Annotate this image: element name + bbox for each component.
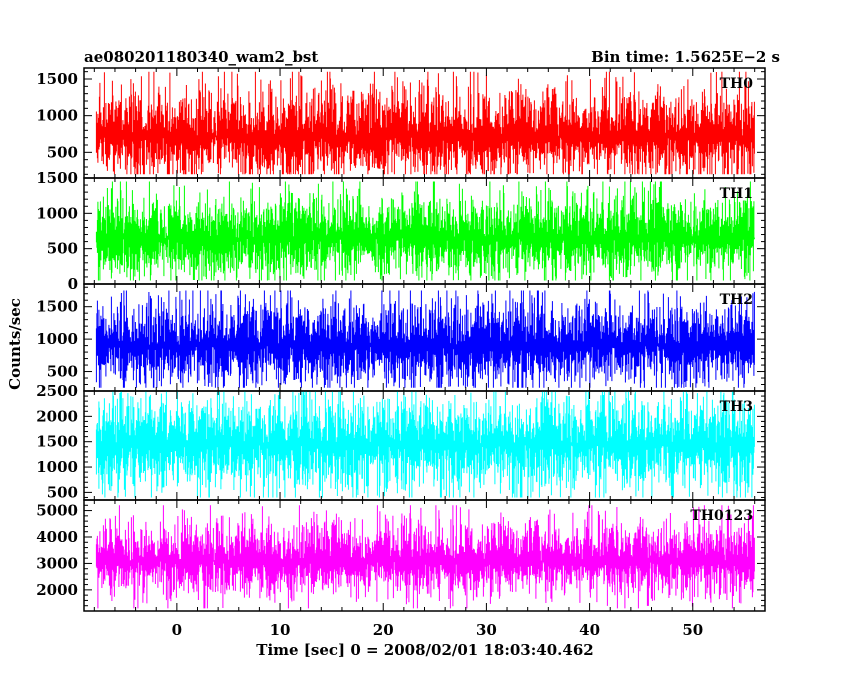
x-axis-label: Time [sec] 0 = 2008/02/01 18:03:40.462 [256,641,593,659]
y-tick-label: 1000 [36,204,78,222]
panel-label-th0123: TH0123 [690,508,753,524]
y-tick-label: 1000 [36,458,78,476]
y-tick-label: 500 [47,143,78,161]
x-tick-label: 10 [270,621,291,639]
y-tick-label: 1500 [36,298,78,316]
x-tick-label: 30 [476,621,497,639]
y-tick-label: 3000 [36,554,78,572]
panel-th0: 500 1000 1500 TH0 [36,67,766,179]
y-axis-label: Counts/sec [6,298,24,390]
y-tick-label: 1000 [36,330,78,348]
series-th2 [95,290,755,388]
y-tick-label: 0 [68,275,78,293]
panel-th2: 500 1000 1500 TH2 [36,283,766,392]
y-tick-label: 2000 [36,581,78,599]
y-tick-label: 2000 [36,407,78,425]
panel-th1: 0 500 1000 1500 TH1 [36,169,766,293]
panel-label-th0: TH0 [720,76,754,92]
panel-th0123: 2000 3000 4000 5000 TH0123 [36,499,766,612]
x-tick-label: 20 [373,621,394,639]
y-tick-label: 1500 [36,169,78,187]
y-tick-label: 5000 [36,502,78,520]
series-th3 [95,391,755,498]
series-th0123 [95,505,755,609]
figure-title: ae080201180340_wam2_bst [84,48,318,66]
x-tick-label: 50 [682,621,703,639]
series-th0 [95,71,755,175]
bin-time-label: Bin time: 1.5625E−2 s [591,48,780,66]
series-th1 [95,181,755,281]
y-tick-label: 500 [47,363,78,381]
y-tick-label: 500 [47,483,78,501]
y-tick-label: 1500 [36,433,78,451]
panel-label-th2: TH2 [720,292,753,308]
y-tick-label: 4000 [36,528,78,546]
y-tick-label: 500 [47,240,78,258]
panel-label-th1: TH1 [720,186,753,202]
x-tick-label: 0 [172,621,182,639]
x-tick-label: 40 [579,621,600,639]
panel-label-th3: TH3 [720,399,753,415]
y-tick-label: 2500 [36,382,78,400]
panel-th3: 500 1000 1500 2000 2500 TH3 [36,382,766,501]
y-tick-label: 1500 [36,70,78,88]
y-tick-label: 1000 [36,107,78,125]
